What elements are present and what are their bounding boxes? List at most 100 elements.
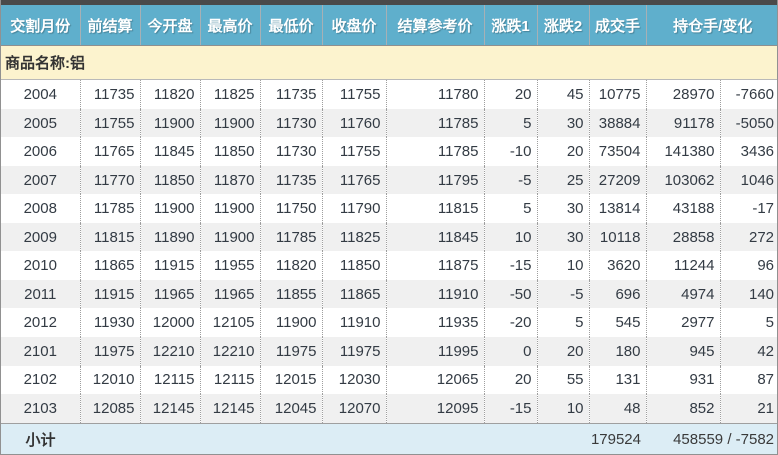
cell-high: 11900 [200, 222, 261, 252]
cell-oi: 28970 [646, 79, 721, 109]
cell-month: 2004 [1, 79, 81, 109]
cell-oi-chg: 5 [765, 314, 775, 332]
subtotal-row: 小计 179524 458559 / -7582 [1, 423, 777, 454]
cell-close: 12070 [322, 394, 387, 424]
header-row: 交割月份 前结算 今开盘 最高价 最低价 收盘价 结算参考价 涨跌1 涨跌2 成交手 持仓手/变化 [1, 5, 777, 46]
table-row: 2010 11865 11915 11955 11820 11850 11875 -15 10 3… [1, 251, 777, 280]
cell-oi: 141380 [646, 137, 721, 166]
cell-chg1: 10 [484, 222, 538, 252]
cell-chg2: 30 [537, 194, 590, 223]
cell-volume: 545 [589, 308, 647, 337]
cell-volume: 48 [589, 394, 647, 424]
cell-high: 11900 [200, 194, 261, 223]
cell-settle-ref: 11935 [386, 308, 485, 337]
cell-close: 11760 [322, 108, 387, 138]
cell-low: 11730 [260, 108, 323, 138]
cell-low: 11735 [260, 79, 323, 109]
cell-close: 11755 [322, 79, 387, 109]
cell-open: 11850 [140, 165, 201, 195]
cell-oi-chg: 140 [720, 279, 777, 309]
col-header-prev-settle: 前结算 [80, 5, 141, 46]
cell-prev-settle: 11930 [80, 308, 141, 337]
cell-chg1: -15 [484, 251, 538, 280]
cell-month: 2007 [1, 165, 81, 195]
cell-chg2: 55 [537, 365, 590, 395]
cell-oi: 931 [646, 365, 721, 395]
cell-high: 12115 [200, 365, 261, 395]
cell-open: 11900 [140, 108, 201, 138]
cell-high: 11955 [200, 251, 261, 280]
cell-month: 2103 [1, 394, 81, 424]
cell-open: 11890 [140, 222, 201, 252]
cell-high: 11870 [200, 165, 261, 195]
cell-open: 11845 [140, 137, 201, 166]
cell-low: 11730 [260, 137, 323, 166]
cell-chg2: 30 [537, 222, 590, 252]
cell-month: 2011 [1, 279, 81, 309]
cell-open: 11915 [140, 251, 201, 280]
cell-chg1: -50 [484, 279, 538, 309]
cell-oi: 852 [646, 394, 721, 424]
cell-close: 11910 [322, 308, 387, 337]
cell-oi: 91178 [646, 108, 721, 138]
cell-chg1: 5 [484, 108, 538, 138]
cell-chg2: 5 [537, 308, 590, 337]
commodity-name-label: 商品名称:铝 [1, 45, 777, 80]
cell-prev-settle: 11765 [80, 137, 141, 166]
cell-oi: 103062 [646, 165, 721, 195]
cell-oi-chg: -7660 [735, 85, 775, 103]
cell-oi-chg: 1046 [720, 165, 777, 195]
cell-oi: 4974 [646, 279, 721, 309]
cell-oi: 43188 [646, 194, 721, 223]
cell-prev-settle: 12085 [80, 394, 141, 424]
subtotal-volume: 179524 [537, 423, 646, 454]
cell-oi-chg: 42 [720, 336, 777, 366]
cell-prev-settle: 11770 [80, 165, 141, 195]
cell-close: 12030 [322, 365, 387, 395]
subtotal-oi-and-change: 458559 / -7582 [646, 423, 777, 454]
cell-chg2: 10 [537, 251, 590, 280]
col-header-month: 交割月份 [1, 5, 81, 46]
col-header-chg2: 涨跌2 [537, 5, 590, 46]
cell-prev-settle: 11865 [80, 251, 141, 280]
col-header-low: 最低价 [260, 5, 323, 46]
cell-oi-chg: 87 [757, 371, 775, 389]
cell-chg1: -20 [484, 308, 538, 337]
cell-prev-settle: 11755 [80, 108, 141, 138]
table-row: 2006 11765 11845 11850 11730 11755 11785 -10 20 7… [1, 137, 777, 166]
cell-settle-ref: 11780 [386, 79, 485, 109]
cell-open: 11820 [140, 79, 201, 109]
cell-low: 11750 [260, 194, 323, 223]
cell-low: 12045 [260, 394, 323, 424]
cell-chg1: 20 [484, 79, 538, 109]
cell-prev-settle: 12010 [80, 365, 141, 395]
cell-high: 12210 [200, 336, 261, 366]
cell-prev-settle: 11785 [80, 194, 141, 223]
cell-oi: 2977 [646, 308, 721, 337]
cell-oi: 28858 [646, 222, 721, 252]
cell-chg1: 20 [484, 365, 538, 395]
table-row: 2004 11735 11820 11825 11735 11755 11780 20 45 10… [1, 79, 777, 109]
cell-volume: 3620 [589, 251, 647, 280]
cell-prev-settle: 11975 [80, 336, 141, 366]
cell-high: 12105 [200, 308, 261, 337]
cell-low: 11975 [260, 336, 323, 366]
cell-close: 11755 [322, 137, 387, 166]
table-header: 交割月份 前结算 今开盘 最高价 最低价 收盘价 结算参考价 涨跌1 涨跌2 成交手 持仓手/变化 [1, 5, 777, 46]
cell-month: 2012 [1, 308, 81, 337]
cell-high: 11825 [200, 79, 261, 109]
cell-chg2: 25 [537, 165, 590, 195]
cell-settle-ref: 11795 [386, 165, 485, 195]
col-header-high: 最高价 [200, 5, 261, 46]
cell-settle-ref: 11995 [386, 336, 485, 366]
cell-volume: 10118 [589, 222, 647, 252]
cell-prev-settle: 11735 [80, 79, 141, 109]
cell-low: 11785 [260, 222, 323, 252]
cell-open: 12210 [140, 336, 201, 366]
table-footer: 小计 179524 458559 / -7582 [1, 423, 777, 454]
cell-low: 11900 [260, 308, 323, 337]
cell-volume: 180 [589, 336, 647, 366]
cell-volume: 38884 [589, 108, 647, 138]
cell-close: 11790 [322, 194, 387, 223]
